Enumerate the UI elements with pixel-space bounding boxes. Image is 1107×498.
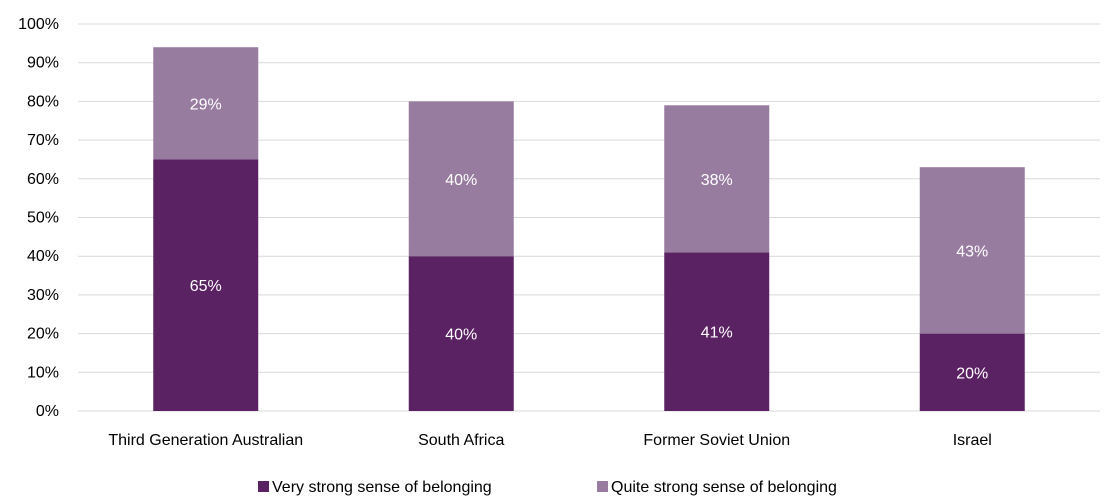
y-tick-label: 30% xyxy=(27,287,59,304)
y-tick-label: 0% xyxy=(36,403,59,420)
y-tick-label: 80% xyxy=(27,93,59,110)
bar-very-strong xyxy=(153,159,259,411)
bar-very-strong xyxy=(664,252,770,411)
bar-very-strong xyxy=(919,333,1025,411)
legend-label: Quite strong sense of belonging xyxy=(611,479,837,496)
legend-swatch xyxy=(258,481,269,492)
data-label: 41% xyxy=(701,325,733,342)
y-tick-label: 10% xyxy=(27,364,59,381)
data-label: 43% xyxy=(956,243,988,260)
y-tick-label: 50% xyxy=(27,210,59,227)
y-tick-label: 20% xyxy=(27,326,59,343)
category-label: South Africa xyxy=(418,432,504,449)
y-tick-label: 60% xyxy=(27,171,59,188)
legend: Very strong sense of belonging Quite stro… xyxy=(258,479,837,496)
y-tick-label: 90% xyxy=(27,55,59,72)
y-tick-label: 40% xyxy=(27,248,59,265)
bar-quite-strong xyxy=(664,105,770,253)
y-tick-label: 70% xyxy=(27,132,59,149)
y-axis: 0% 10% 20% 30% 40% 50% 60% 70% 80% 90% 100% xyxy=(18,16,59,420)
bar-quite-strong xyxy=(153,47,259,160)
data-label: 40% xyxy=(445,172,477,189)
category-label: Israel xyxy=(953,432,992,449)
category-label: Former Soviet Union xyxy=(643,432,790,449)
data-label: 40% xyxy=(445,327,477,344)
legend-label: Very strong sense of belonging xyxy=(272,479,492,496)
legend-swatch xyxy=(597,481,608,492)
y-tick-label: 100% xyxy=(18,16,59,33)
data-label: 29% xyxy=(190,96,222,113)
data-label: 38% xyxy=(701,172,733,189)
bar-quite-strong xyxy=(408,101,514,257)
data-label: 65% xyxy=(190,278,222,295)
x-axis: Third Generation Australian South Africa F… xyxy=(108,432,991,449)
data-label: 20% xyxy=(956,365,988,382)
bars: 65% 29% 40% 40% 41% 38% 20% 43% xyxy=(153,47,1025,411)
category-label: Third Generation Australian xyxy=(108,432,303,449)
bar-very-strong xyxy=(408,256,514,411)
bar-quite-strong xyxy=(919,167,1025,334)
